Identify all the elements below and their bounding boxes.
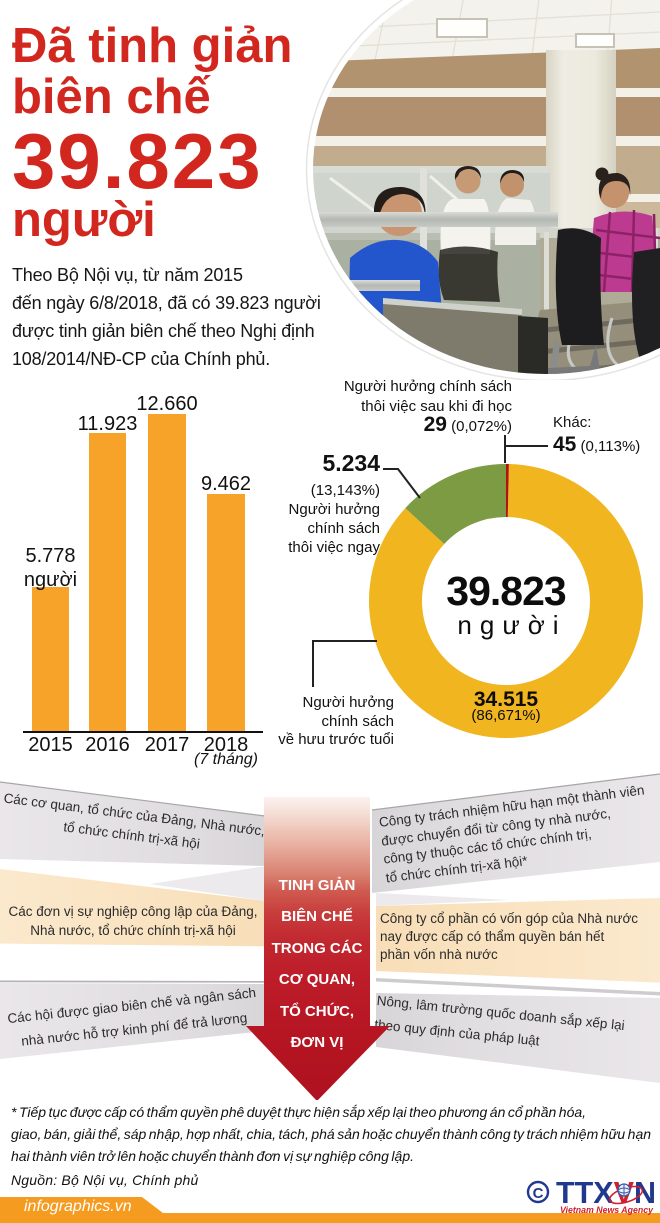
svg-text:C: C: [533, 1185, 544, 1202]
svg-text:Vietnam News Agency: Vietnam News Agency: [560, 1205, 654, 1215]
